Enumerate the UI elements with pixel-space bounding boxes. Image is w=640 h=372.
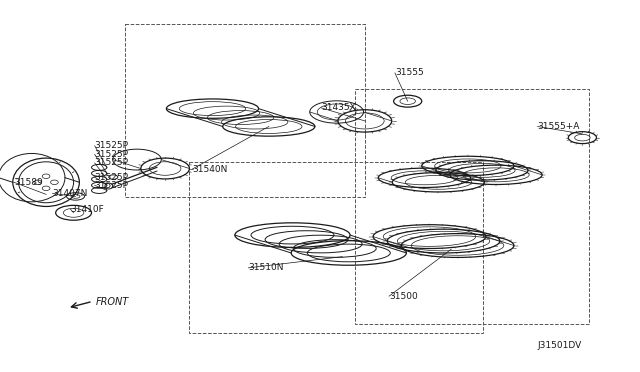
Text: 31540N: 31540N (192, 165, 227, 174)
Text: 31525P: 31525P (95, 141, 129, 150)
Text: 31410F: 31410F (70, 205, 104, 214)
Text: 31589: 31589 (14, 178, 43, 187)
Text: 31510N: 31510N (248, 263, 284, 272)
Text: J31501DV: J31501DV (538, 341, 582, 350)
Text: 31525P: 31525P (95, 150, 129, 159)
Text: 31407N: 31407N (52, 189, 88, 198)
Bar (189, 162, 483, 333)
Text: 31555+A: 31555+A (538, 122, 580, 131)
Text: 31555: 31555 (395, 68, 424, 77)
Text: 31500: 31500 (389, 292, 418, 301)
Bar (355, 89, 589, 324)
Text: 31525P: 31525P (95, 181, 129, 190)
Text: 31435X: 31435X (321, 103, 356, 112)
Bar (125, 24, 365, 197)
Text: 31525P: 31525P (95, 158, 129, 167)
Text: 31525P: 31525P (95, 173, 129, 182)
Text: FRONT: FRONT (96, 297, 129, 307)
